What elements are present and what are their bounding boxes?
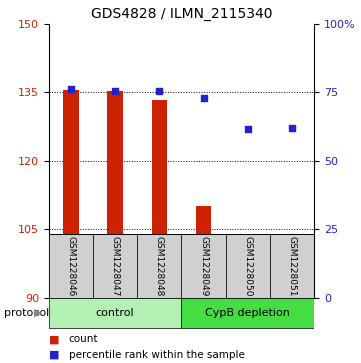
- Bar: [284, 293, 300, 298]
- Text: protocol: protocol: [4, 308, 49, 318]
- Point: [156, 88, 162, 94]
- Text: GSM1228049: GSM1228049: [199, 236, 208, 296]
- Point: [289, 125, 295, 131]
- Text: ■: ■: [49, 334, 59, 344]
- Bar: [93, 234, 137, 298]
- Title: GDS4828 / ILMN_2115340: GDS4828 / ILMN_2115340: [91, 7, 272, 21]
- Bar: [196, 206, 211, 298]
- Bar: [152, 100, 167, 298]
- Text: GSM1228047: GSM1228047: [110, 236, 119, 296]
- Bar: [107, 91, 123, 298]
- Text: control: control: [96, 308, 134, 318]
- Bar: [240, 296, 256, 298]
- Text: ■: ■: [49, 350, 59, 360]
- Point: [201, 95, 206, 101]
- Bar: [63, 90, 79, 298]
- Text: GSM1228051: GSM1228051: [287, 236, 296, 296]
- Bar: [181, 234, 226, 298]
- Text: GSM1228050: GSM1228050: [243, 236, 252, 296]
- Point: [245, 126, 251, 132]
- Text: CypB depletion: CypB depletion: [205, 308, 290, 318]
- Text: GSM1228048: GSM1228048: [155, 236, 164, 296]
- Point: [68, 86, 74, 92]
- Bar: [181, 298, 314, 328]
- Text: count: count: [69, 334, 98, 344]
- Bar: [226, 234, 270, 298]
- Bar: [270, 234, 314, 298]
- Text: percentile rank within the sample: percentile rank within the sample: [69, 350, 244, 360]
- Bar: [49, 298, 181, 328]
- Text: GSM1228046: GSM1228046: [66, 236, 75, 296]
- Text: ▶: ▶: [34, 308, 43, 318]
- Point: [112, 88, 118, 94]
- Bar: [49, 234, 93, 298]
- Bar: [137, 234, 182, 298]
